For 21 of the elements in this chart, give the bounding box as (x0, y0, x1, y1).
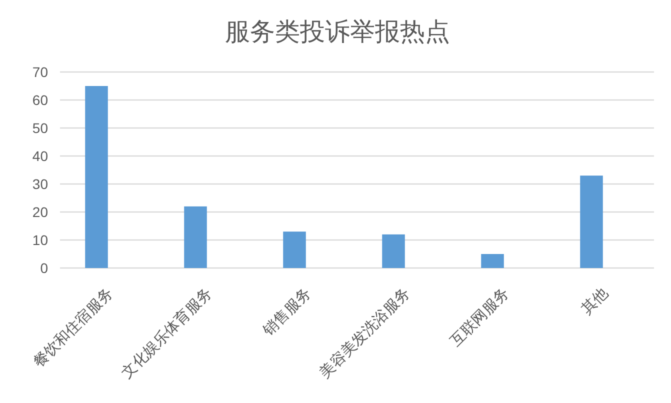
chart-title: 服务类投诉举报热点 (225, 18, 450, 46)
x-tick-label: 美容美发洗浴服务 (316, 284, 414, 382)
x-tick-label: 文化娱乐体育服务 (118, 284, 216, 382)
y-tick-label: 50 (32, 120, 48, 136)
y-tick-label: 70 (32, 64, 48, 80)
bar (184, 206, 207, 268)
y-tick-label: 0 (40, 260, 48, 276)
y-tick-label: 30 (32, 176, 48, 192)
x-tick-label: 餐饮和住宿服务 (30, 284, 116, 372)
y-tick-label: 60 (32, 92, 48, 108)
y-tick-label: 40 (32, 148, 48, 164)
bar (481, 254, 504, 268)
y-tick-label: 10 (32, 232, 48, 248)
x-tick-label: 销售服务 (259, 284, 314, 340)
bar (283, 232, 306, 268)
bar (580, 176, 603, 268)
y-tick-label: 20 (32, 204, 48, 220)
x-tick-label: 互联网服务 (447, 284, 512, 350)
bar (382, 234, 405, 268)
x-tick-label: 其他 (578, 284, 612, 318)
bar (85, 86, 108, 268)
